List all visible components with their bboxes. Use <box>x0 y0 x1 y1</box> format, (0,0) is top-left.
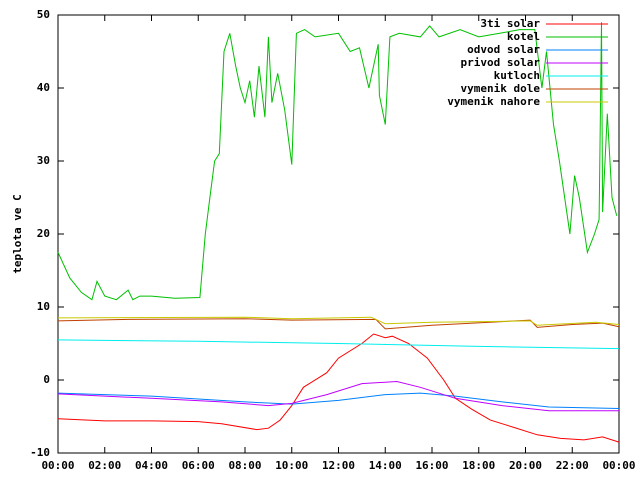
x-tick-label: 02:00 <box>88 459 121 472</box>
x-tick-label: 16:00 <box>415 459 448 472</box>
x-tick-label: 00:00 <box>602 459 635 472</box>
legend-label: 3ti solar <box>480 17 540 30</box>
legend-label: vymenik nahore <box>447 95 540 108</box>
legend-label: odvod solar <box>467 43 540 56</box>
legend-label: vymenik dole <box>461 82 541 95</box>
y-tick-label: -10 <box>30 446 50 459</box>
series-line <box>57 339 620 350</box>
x-tick-label: 14:00 <box>369 459 402 472</box>
y-tick-label: 10 <box>37 300 50 313</box>
x-tick-label: 00:00 <box>41 459 74 472</box>
legend-label: privod solar <box>461 56 541 69</box>
x-tick-label: 10:00 <box>275 459 308 472</box>
y-axis-label: teplota ve C <box>11 194 24 273</box>
series-line <box>57 318 620 330</box>
x-tick-label: 08:00 <box>228 459 261 472</box>
series-line <box>57 392 620 409</box>
y-tick-label: 30 <box>37 154 50 167</box>
series-line <box>57 333 620 443</box>
y-tick-label: 50 <box>37 8 50 21</box>
x-tick-label: 04:00 <box>135 459 168 472</box>
legend-label: kotel <box>507 30 540 43</box>
series-line <box>57 380 619 412</box>
x-tick-label: 06:00 <box>182 459 215 472</box>
y-tick-label: 20 <box>37 227 50 240</box>
series-line <box>57 22 618 301</box>
x-tick-label: 22:00 <box>556 459 589 472</box>
y-tick-label: 0 <box>43 373 50 386</box>
legend-label: kutloch <box>494 69 540 82</box>
x-tick-label: 12:00 <box>322 459 355 472</box>
x-tick-label: 18:00 <box>462 459 495 472</box>
y-tick-label: 40 <box>37 81 50 94</box>
x-tick-label: 20:00 <box>509 459 542 472</box>
series-line <box>57 316 620 326</box>
